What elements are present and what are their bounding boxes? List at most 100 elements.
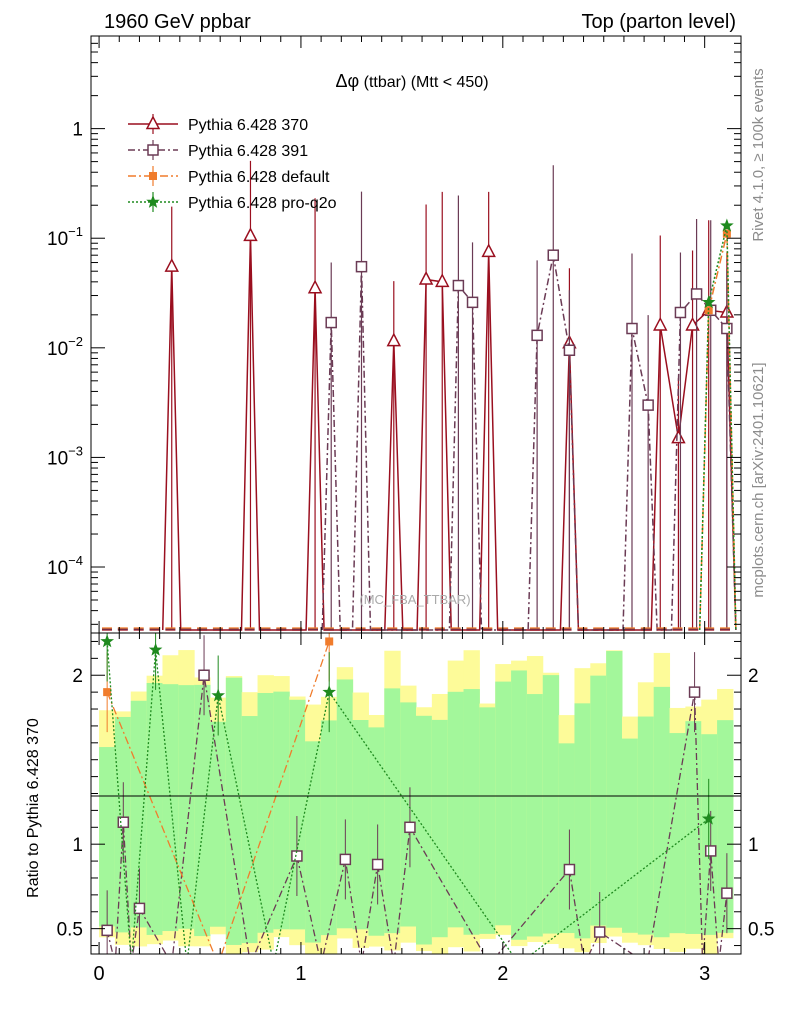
side-text-mcplots: mcplots.cern.ch [arXiv:2401.10621] [750,362,767,597]
right-title: Top (parton level) [581,11,736,33]
y-tick-label: 1 [72,120,83,141]
green-band [511,670,528,940]
ratio-y-tick-label: 2 [72,666,83,687]
side-text-rivet: Rivet 4.1.0, ≥ 100k events [750,68,767,241]
marker-star [720,218,734,232]
axes-ticks: 0 1 2 3 10−4 10−3 10−2 10−1 1 0.5 0.5 1 1 2 2 [47,35,774,985]
ratio-y-tick-label: 0.5 [57,920,83,941]
x-tick-label: 0 [94,963,105,985]
y-tick-label: 10−2 [47,334,83,360]
marker-square [563,344,576,357]
green-band [495,681,512,926]
marker-square [674,306,687,319]
green-band [463,689,480,935]
green-band [320,720,338,936]
marker-star [701,295,716,309]
legend-entry: Pythia 6.428 default [128,166,330,186]
ratio-y-tick-label-right: 0.5 [748,920,774,941]
green-band [209,721,227,927]
green-band [701,734,718,935]
marker-square [404,821,416,834]
y-tick-label: 10−1 [47,224,83,250]
marker-triangle [435,273,450,288]
green-band [685,721,702,934]
green-band [526,694,544,937]
green-band [99,747,116,927]
x-tick-label: 2 [497,963,508,985]
marker-filled-square [149,172,157,180]
legend-label: Pythia 6.428 391 [188,143,308,160]
marker-square [339,853,352,866]
green-band [368,727,385,936]
green-band [178,685,195,929]
marker-square [690,288,703,300]
green-band [606,651,623,928]
marker-square [626,322,638,335]
green-band [146,682,163,935]
green-band [384,688,401,934]
legend-label: Pythia 6.428 370 [188,117,308,134]
marker-square [704,845,717,857]
green-band [130,700,148,928]
green-band [305,741,322,943]
x-tick-label: 1 [295,963,306,985]
y-tick-label: 10−4 [47,553,83,579]
marker-square [642,399,654,411]
marker-filled-square [103,688,112,697]
green-band [637,716,655,935]
legend-label: Pythia 6.428 pro-q2o [188,195,337,212]
green-band [336,679,354,929]
series-pythia-6-428-370 [161,160,737,631]
series-pythia-6-428-pro-q2o [698,218,737,631]
green-band [162,684,179,932]
ratio-series-pythia-6-428-pro-q2o [100,633,716,954]
marker-square [198,669,210,681]
green-band [574,703,591,939]
green-band [479,707,496,934]
x-tick-label: 3 [699,963,710,985]
ratio-series-layer [100,633,733,954]
green-band [257,693,274,933]
marker-square [563,863,576,876]
green-band [447,691,465,928]
marker-filled-square [704,306,713,315]
marker-triangle [653,316,668,331]
marker-square [133,902,146,915]
ratio-y-axis-label: Ratio to Pythia 6.428 370 [25,718,42,898]
green-band [241,716,259,944]
ratio-y-tick-label-right: 2 [748,666,759,687]
marker-square [325,316,337,329]
main-series-layer [101,160,737,631]
marker-triangle [386,332,402,347]
green-band [669,733,686,934]
marker-triangle [243,227,258,242]
legend-entry: Pythia 6.428 370 [128,114,308,134]
marker-square [721,887,733,899]
marker-square [371,858,384,871]
green-band [653,686,671,938]
marker-square [147,144,159,156]
ratio-uncertainty-bands [99,650,734,954]
marker-square [547,249,560,261]
legend-entry: Pythia 6.428 pro-q2o [128,192,337,212]
watermark: (MC_FBA_TTBAR) [359,592,470,607]
marker-square [101,924,113,937]
green-band [590,675,607,926]
y-tick-label: 10−3 [47,443,83,469]
marker-triangle [145,115,161,130]
marker-star [211,688,225,702]
green-band [622,738,639,933]
observable-prefix: Δφ [335,71,359,91]
marker-triangle [164,258,179,272]
marker-triangle [307,279,323,294]
marker-triangle [481,243,496,258]
marker-square [531,329,543,342]
legend-label: Pythia 6.428 default [188,169,330,186]
marker-triangle [685,316,700,331]
green-band [194,684,211,937]
marker-square [721,322,733,335]
observable-suffix: (ttbar) (Mtt < 450) [364,74,489,91]
series-line [698,225,737,631]
marker-square [688,686,701,698]
